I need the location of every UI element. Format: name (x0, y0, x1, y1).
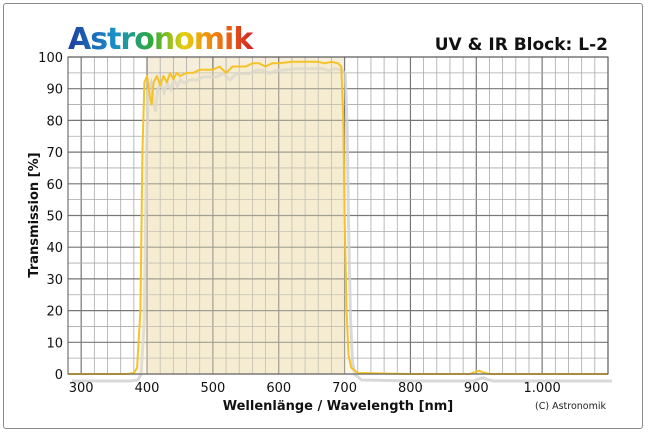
copyright: (C) Astronomik (535, 401, 606, 412)
x-tick-label: 600 (266, 381, 291, 396)
series-shadow (72, 67, 612, 383)
x-axis-ticks: 300 400 500 600 700 800 900 1.000 (69, 381, 561, 396)
y-tick-label: 70 (46, 146, 63, 161)
x-tick-label: 400 (135, 381, 160, 396)
y-axis-label: Transmission [%] (27, 152, 42, 277)
y-tick-label: 60 (46, 178, 63, 193)
y-tick-label: 100 (38, 51, 63, 66)
x-tick-label: 700 (332, 381, 357, 396)
x-tick-label: 500 (200, 381, 225, 396)
x-tick-label: 1.000 (524, 381, 561, 396)
y-axis-ticks: 0 10 20 30 40 50 60 70 80 90 100 (38, 51, 63, 383)
series-area (68, 61, 608, 375)
y-tick-label: 30 (46, 273, 63, 288)
y-tick-label: 0 (55, 368, 63, 383)
series-group (68, 60, 612, 383)
y-tick-label: 80 (46, 114, 63, 129)
x-tick-label: 900 (464, 381, 489, 396)
x-axis-label: Wellenlänge / Wavelength [nm] (223, 399, 454, 414)
x-tick-label: 300 (69, 381, 94, 396)
astronomik-logo: Astronomik (68, 22, 254, 57)
series-line-l2 (68, 60, 608, 375)
y-tick-label: 20 (46, 305, 63, 320)
y-tick-label: 50 (46, 210, 63, 225)
chart-frame (3, 3, 643, 429)
y-tick-label: 40 (46, 241, 63, 256)
x-tick-label: 800 (398, 381, 423, 396)
chart-title: UV & IR Block: L-2 (435, 35, 608, 55)
y-tick-label: 90 (46, 83, 63, 98)
plot-border (67, 56, 609, 375)
y-tick-label: 10 (46, 336, 63, 351)
